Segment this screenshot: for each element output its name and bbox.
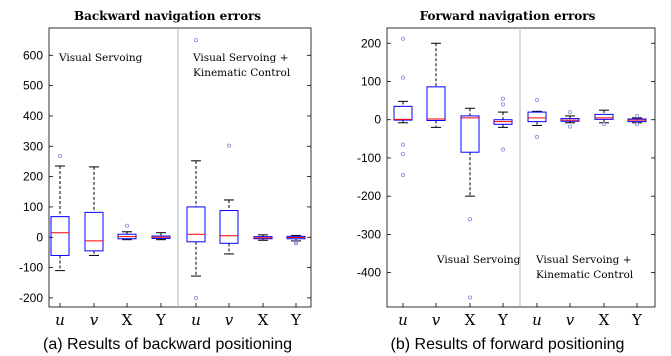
- forward-box-4-y: [494, 97, 512, 151]
- backward-panel: Backward navigation errors -200 -100 0 100 2…: [19, 9, 311, 353]
- forward-category-label: X: [465, 311, 476, 329]
- backward-ytick-label: 600: [23, 48, 43, 62]
- forward-ytick-label: 200: [361, 36, 381, 50]
- backward-chart-title: Backward navigation errors: [74, 9, 261, 23]
- forward-group-label-visual-servoing-kinematic-control: Kinematic Control: [536, 269, 634, 281]
- forward-box-2-v: [427, 43, 445, 127]
- forward-panel: Forward navigation errors -400 -300 -200 -1…: [357, 9, 655, 353]
- backward-ytick-label: 300: [23, 139, 43, 153]
- forward-group-label-visual-servoing-kinematic-control: Visual Servoing +: [535, 254, 632, 266]
- backward-ytick-label: 500: [23, 79, 43, 93]
- backward-box-8-y: [287, 235, 305, 244]
- backward-box-3-x-outlier-point: [125, 224, 128, 227]
- forward-category-label: v: [566, 311, 575, 329]
- backward-ytick-label: 200: [23, 170, 43, 184]
- backward-caption: (a) Results of backward positioning: [43, 336, 292, 353]
- backward-ytick-label: 100: [23, 200, 43, 214]
- forward-box-1-u-iqr-box: [394, 106, 412, 120]
- forward-box-7-x: [595, 110, 613, 126]
- backward-category-label: Y: [155, 311, 167, 329]
- forward-box-1-u-outlier-point: [401, 153, 404, 156]
- forward-category-label: X: [599, 311, 610, 329]
- backward-category-label: X: [258, 311, 269, 329]
- forward-box-8-y-outlier-point: [635, 114, 638, 117]
- forward-box-4-y-outlier-point: [501, 148, 504, 151]
- forward-box-5-u-outlier-point: [535, 98, 538, 101]
- forward-box-3-x: [461, 108, 479, 299]
- backward-group-label-visual-servoing-kinematic-control: Kinematic Control: [193, 67, 291, 79]
- forward-box-4-y-outlier-point: [501, 103, 504, 106]
- backward-category-label: u: [191, 311, 201, 329]
- forward-box-4-y-outlier-point: [501, 97, 504, 100]
- backward-ytick-label: -200: [19, 291, 43, 305]
- backward-group-label-visual-servoing-kinematic-control: Visual Servoing +: [192, 52, 289, 64]
- forward-box-3-x-outlier-point: [468, 217, 471, 220]
- backward-box-5-u-iqr-box: [187, 207, 205, 242]
- forward-group-label-visual-servoing: Visual Servoing: [436, 254, 521, 266]
- forward-category-label: u: [532, 311, 542, 329]
- backward-box-5-u-outlier-point: [194, 39, 197, 42]
- forward-box-6-v: [561, 110, 579, 128]
- forward-category-label: u: [398, 311, 408, 329]
- forward-box-3-x-iqr-box: [461, 116, 479, 152]
- forward-box-5-u-outlier-point: [535, 135, 538, 138]
- forward-box-7-x-iqr-box: [595, 114, 613, 119]
- backward-box-4-y: [152, 233, 170, 240]
- backward-ytick-label: -100: [19, 261, 43, 275]
- backward-box-6-v-outlier-point: [227, 144, 230, 147]
- forward-category-label: Y: [631, 311, 643, 329]
- forward-chart-title: Forward navigation errors: [420, 9, 596, 23]
- backward-ytick-label: 400: [23, 109, 43, 123]
- backward-box-2-v: [85, 167, 103, 256]
- backward-box-5-u-outlier-point: [194, 296, 197, 299]
- forward-ytick-label: -400: [357, 266, 381, 280]
- forward-box-1-u-outlier-point: [401, 76, 404, 79]
- forward-box-3-x-outlier-point: [468, 296, 471, 299]
- forward-box-5-u-iqr-box: [528, 112, 546, 122]
- forward-box-2-v-iqr-box: [427, 87, 445, 121]
- backward-group-label-visual-servoing: Visual Servoing: [58, 52, 143, 64]
- forward-ytick-label: -200: [357, 189, 381, 203]
- forward-ytick-label: 100: [361, 75, 381, 89]
- forward-box-6-v-outlier-point: [568, 125, 571, 128]
- backward-box-1-u-iqr-box: [51, 217, 69, 256]
- forward-caption: (b) Results of forward positioning: [391, 336, 625, 353]
- backward-category-label: v: [225, 311, 234, 329]
- forward-box-8-y: [628, 114, 646, 126]
- backward-box-1-u: [51, 154, 69, 270]
- backward-category-label: Y: [290, 311, 302, 329]
- backward-box-6-v-iqr-box: [220, 211, 238, 244]
- forward-box-1-u: [394, 37, 412, 177]
- forward-box-1-u-outlier-point: [401, 37, 404, 40]
- backward-box-1-u-outlier-point: [58, 154, 61, 157]
- forward-ytick-label: -100: [357, 151, 381, 165]
- forward-category-label: Y: [497, 311, 509, 329]
- forward-ytick-label: -300: [357, 227, 381, 241]
- forward-ytick-label: 0: [374, 113, 381, 127]
- forward-box-6-v-outlier-point: [568, 110, 571, 113]
- backward-ytick-label: 0: [36, 230, 43, 244]
- backward-box-7-x: [254, 235, 272, 240]
- forward-box-5-u: [528, 98, 546, 138]
- forward-category-label: v: [432, 311, 441, 329]
- backward-box-3-x: [118, 224, 136, 240]
- backward-box-6-v: [220, 144, 238, 254]
- backward-category-label: u: [55, 311, 65, 329]
- backward-category-label: v: [90, 311, 99, 329]
- forward-box-1-u-outlier-point: [401, 174, 404, 177]
- forward-box-1-u-outlier-point: [401, 143, 404, 146]
- backward-category-label: X: [122, 311, 133, 329]
- backward-box-2-v-iqr-box: [85, 212, 103, 251]
